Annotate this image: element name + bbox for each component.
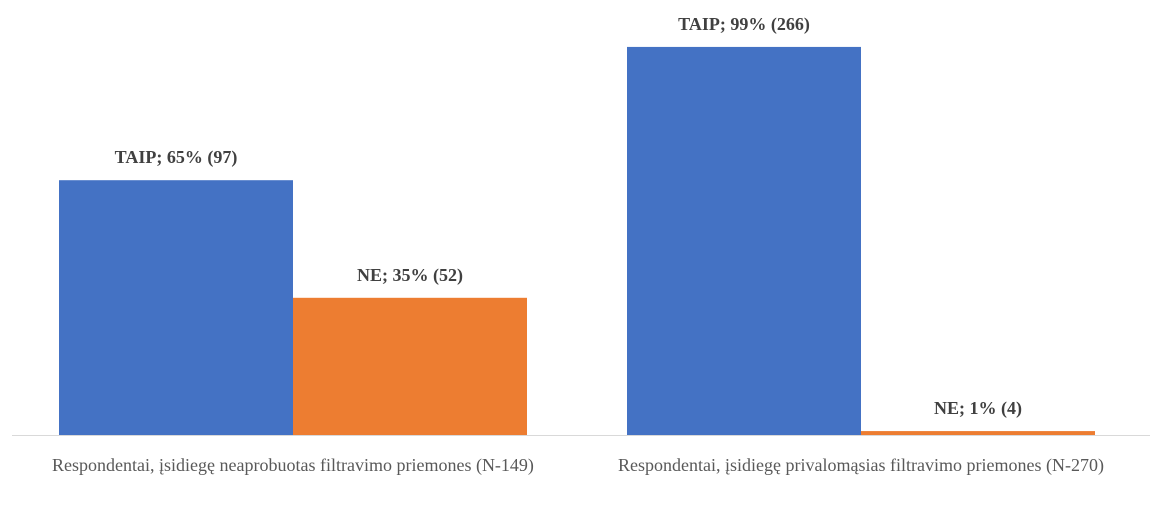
bar bbox=[861, 431, 1095, 435]
bar bbox=[627, 46, 861, 436]
value-label: NE; 35% (52) bbox=[357, 265, 463, 286]
value-label: TAIP; 99% (266) bbox=[678, 14, 810, 35]
x-tick-label: Respondentai, įsidiegę neaprobuotas filt… bbox=[52, 455, 534, 475]
value-label: NE; 1% (4) bbox=[934, 398, 1022, 419]
value-label: TAIP; 65% (97) bbox=[115, 147, 238, 168]
x-tick-label: Respondentai, įsidiegę privalomąsias fil… bbox=[618, 455, 1104, 475]
bar bbox=[59, 180, 293, 435]
bar bbox=[293, 297, 527, 435]
